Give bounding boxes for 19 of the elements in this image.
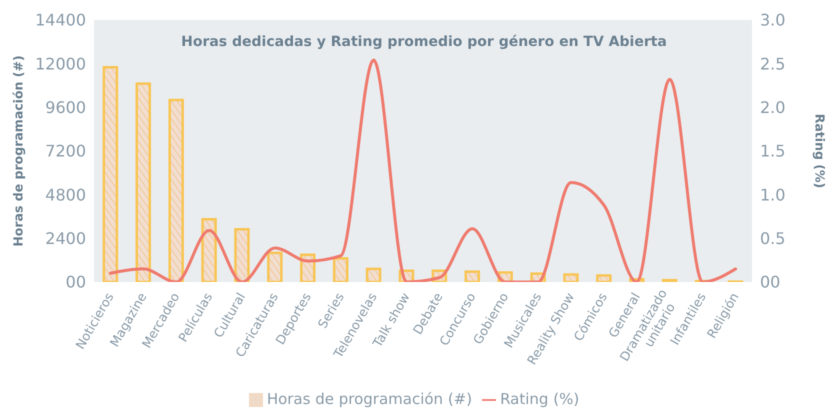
y2-axis-title: Rating (%) [812,114,828,188]
y2-tick-label: 1.5 [760,142,786,161]
text: Horas dedicadas y Rating promedio por género en TV Abierta [180,34,668,50]
legend-label: Horas de programación (#) [266,390,472,408]
y2-tick-label: 2.0 [760,98,786,118]
y-tick-label: 2400 [45,229,86,248]
y2-tick-label: 00 [760,272,780,292]
y-tick-label: 4800 [45,185,86,204]
legend-label: Rating (%) [500,390,580,408]
y2-tick-label: 3.0 [760,10,786,30]
y-tick-label: 12000 [35,54,86,74]
y2-tick-label: 1.0 [760,185,786,204]
y-tick-label: 14400 [35,10,86,30]
y2-tick-label: 2.5 [760,54,786,74]
y-tick-label: 9600 [45,98,86,118]
y-tick-label: 00 [66,272,86,292]
y-axis-title: Horas de programación (#) [10,55,26,247]
y2-tick-label: 0.5 [760,229,786,248]
y-tick-label: 7200 [45,142,86,161]
